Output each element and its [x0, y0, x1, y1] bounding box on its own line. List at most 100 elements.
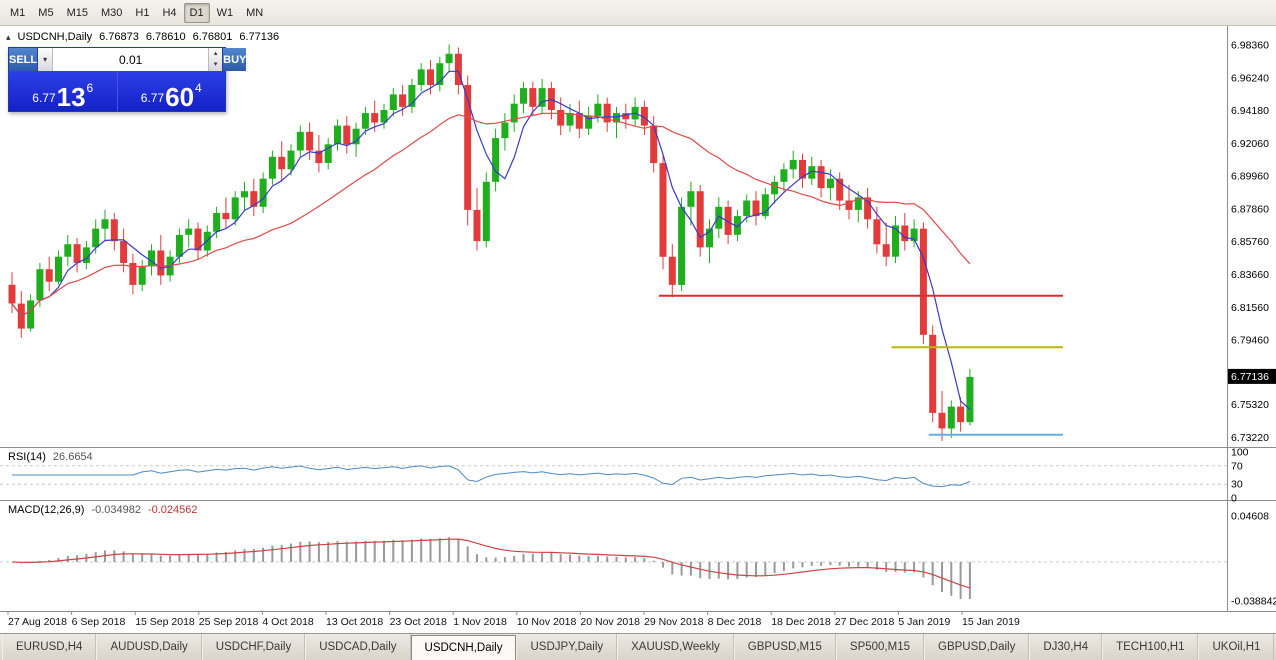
chart-tab-usdcad-daily[interactable]: USDCAD,Daily [305, 634, 411, 660]
ohlc-open: 6.76873 [99, 31, 139, 43]
timeframe-button-h1[interactable]: H1 [135, 6, 150, 19]
one-click-collapse-icon[interactable]: ▴ [6, 31, 11, 42]
ohlc-close: 6.77136 [239, 31, 280, 43]
svg-text:6.98360: 6.98360 [1231, 40, 1269, 52]
svg-text:6 Sep 2018: 6 Sep 2018 [72, 616, 126, 628]
bid-big-digits: 13 [56, 82, 86, 112]
one-click-top-row: SELL ▾ ▴ ▾ BUY [9, 48, 247, 71]
svg-text:6.83660: 6.83660 [1231, 269, 1269, 281]
one-click-trading-panel: SELL ▾ ▴ ▾ BUY 6.77 13 6 6.77 60 4 [8, 47, 247, 112]
chart-tab-audusd-daily[interactable]: AUDUSD,Daily [96, 634, 202, 660]
timeframe-button-d1[interactable]: D1 [183, 2, 210, 23]
timeframe-button-m15[interactable]: M15 [66, 6, 88, 19]
svg-text:0.04608: 0.04608 [1231, 510, 1269, 522]
timeframe-button-mn[interactable]: MN [246, 6, 264, 19]
chart-canvas[interactable]: 6.98360 6.96240 6.94180 6.92060 6.89960 6.878… [0, 26, 1276, 633]
rsi-name: RSI(14) [8, 451, 46, 463]
svg-text:25 Sep 2018: 25 Sep 2018 [199, 616, 259, 628]
macd-name: MACD(12,26,9) [8, 504, 85, 516]
chart-tab-eurusd-h4[interactable]: EURUSD,H4 [2, 634, 97, 660]
chart-tab-usdchf-daily[interactable]: USDCHF,Daily [201, 634, 306, 660]
timeframe-button-w1[interactable]: W1 [216, 6, 234, 19]
svg-text:13 Oct 2018: 13 Oct 2018 [326, 616, 383, 628]
svg-text:27 Dec 2018: 27 Dec 2018 [835, 616, 895, 628]
macd-pane-label: MACD(12,26,9) -0.034982 -0.024562 [8, 504, 198, 516]
rsi-pane-label: RSI(14) 26.6654 [8, 451, 93, 463]
buy-price-display[interactable]: 6.77 60 4 [116, 71, 225, 112]
svg-text:-0.038842: -0.038842 [1231, 595, 1276, 607]
ma-slow-line [11, 112, 971, 317]
svg-text:6.79460: 6.79460 [1231, 335, 1269, 347]
volume-control: ▾ ▴ ▾ [37, 48, 224, 71]
bid-pip-digit: 6 [86, 81, 94, 95]
svg-text:23 Oct 2018: 23 Oct 2018 [390, 616, 447, 628]
svg-text:10 Nov 2018: 10 Nov 2018 [517, 616, 577, 628]
chart-tab-dj30-h4[interactable]: DJ30,H4 [1029, 634, 1103, 660]
macd-value: -0.034982 [91, 504, 141, 516]
svg-text:8 Dec 2018: 8 Dec 2018 [708, 616, 762, 628]
svg-text:6.87860: 6.87860 [1231, 203, 1269, 215]
current-price-badge: 6.77136 [1228, 368, 1276, 384]
svg-text:6.94180: 6.94180 [1231, 105, 1269, 117]
svg-text:6.77136: 6.77136 [1231, 371, 1269, 383]
chart-tab-tech100-h1[interactable]: TECH100,H1 [1102, 634, 1199, 660]
chart-tab-usdjpy-daily[interactable]: USDJPY,Daily [516, 634, 618, 660]
chart-tab-ukoil-h1[interactable]: UKOil,H1 [1198, 634, 1275, 660]
svg-text:6.75320: 6.75320 [1231, 399, 1269, 411]
ask-pip-digit: 4 [195, 81, 202, 95]
svg-text:6.96240: 6.96240 [1231, 73, 1269, 85]
buy-button[interactable]: BUY [223, 48, 247, 71]
svg-text:4 Oct 2018: 4 Oct 2018 [262, 616, 314, 628]
svg-text:20 Nov 2018: 20 Nov 2018 [580, 616, 640, 628]
svg-text:6.85760: 6.85760 [1231, 236, 1269, 248]
chart-tab-usdcnh-daily[interactable]: USDCNH,Daily [410, 635, 517, 660]
sell-button[interactable]: SELL [9, 48, 38, 71]
svg-text:0: 0 [1231, 493, 1237, 505]
svg-text:6.89960: 6.89960 [1231, 171, 1269, 183]
chart-title: ▴ USDCNH,Daily 6.76873 6.78610 6.76801 6… [6, 31, 279, 43]
bid-base: 6.77 [32, 91, 56, 105]
price-axis-labels: 6.98360 6.96240 6.94180 6.92060 6.89960 6.878… [1231, 40, 1269, 444]
svg-text:6.92060: 6.92060 [1231, 138, 1269, 150]
spin-up-icon[interactable]: ▴ [213, 49, 218, 57]
svg-text:15 Jan 2019: 15 Jan 2019 [962, 616, 1020, 628]
chart-window: 6.98360 6.96240 6.94180 6.92060 6.89960 6.878… [0, 26, 1276, 633]
overlay-hlines [659, 294, 1063, 436]
rsi-value: 26.6654 [52, 451, 93, 463]
sell-price-display[interactable]: 6.77 13 6 [9, 71, 117, 111]
volume-input[interactable] [53, 48, 209, 71]
spin-down-icon[interactable]: ▾ [213, 61, 218, 69]
timeframe-button-m1[interactable]: M1 [10, 6, 26, 19]
chart-symbol-period: USDCNH,Daily [17, 31, 93, 43]
svg-text:1 Nov 2018: 1 Nov 2018 [453, 616, 507, 628]
macd-indicator: 0.04608 -0.038842 [0, 510, 1276, 607]
volume-spinner[interactable]: ▴ ▾ [208, 48, 223, 71]
svg-text:15 Sep 2018: 15 Sep 2018 [135, 616, 195, 628]
macd-signal-value: -0.024562 [147, 504, 198, 516]
ohlc-low: 6.76801 [192, 31, 233, 43]
chart-tab-sp500-m15[interactable]: SP500,M15 [835, 634, 925, 660]
pane-separators [0, 26, 1276, 612]
ask-big-digits: 60 [165, 82, 195, 112]
ma-fast-line [11, 70, 971, 410]
timeframe-button-h4[interactable]: H4 [162, 6, 177, 19]
timeframe-bar: M1 M5 M15 M30 H1 H4 D1 W1 MN [4, 2, 270, 23]
chart-tabs-bar: EURUSD,H4 AUDUSD,Daily USDCHF,Daily USDCAD,… [0, 633, 1276, 660]
one-click-price-row: 6.77 13 6 6.77 60 4 [9, 71, 225, 111]
svg-text:100: 100 [1231, 447, 1249, 459]
svg-text:18 Dec 2018: 18 Dec 2018 [771, 616, 831, 628]
svg-text:5 Jan 2019: 5 Jan 2019 [898, 616, 950, 628]
chart-tab-gbpusd-daily[interactable]: GBPUSD,Daily [924, 634, 1030, 660]
svg-text:6.73220: 6.73220 [1231, 432, 1269, 444]
volume-dropdown-icon[interactable]: ▾ [38, 48, 54, 71]
chart-tab-xauusd-weekly[interactable]: XAUUSD,Weekly [617, 634, 734, 660]
ohlc-high: 6.78610 [145, 31, 186, 43]
timeframe-toolbar: M1 M5 M15 M30 H1 H4 D1 W1 MN [0, 0, 1276, 26]
timeframe-button-m5[interactable]: M5 [38, 6, 54, 19]
chart-tab-gbpusd-m15[interactable]: GBPUSD,M15 [733, 634, 836, 660]
timeframe-button-m30[interactable]: M30 [100, 6, 123, 19]
svg-text:30: 30 [1231, 479, 1243, 491]
svg-text:29 Nov 2018: 29 Nov 2018 [644, 616, 704, 628]
time-axis-labels: 27 Aug 2018 6 Sep 2018 15 Sep 2018 25 Sep 2… [7, 611, 1020, 628]
